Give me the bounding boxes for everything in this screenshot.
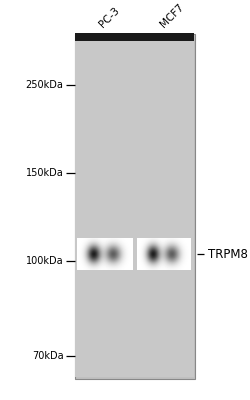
Text: TRPM8: TRPM8 <box>208 248 248 260</box>
Text: MCF7: MCF7 <box>158 2 185 30</box>
Bar <box>136 32 194 41</box>
Text: PC-3: PC-3 <box>98 6 122 30</box>
Text: 70kDa: 70kDa <box>32 351 64 361</box>
Bar <box>75 35 135 378</box>
Bar <box>74 34 195 379</box>
Text: 100kDa: 100kDa <box>26 256 64 266</box>
Bar <box>136 35 194 378</box>
Text: 250kDa: 250kDa <box>26 80 64 90</box>
Bar <box>75 32 135 41</box>
Text: 150kDa: 150kDa <box>26 168 64 178</box>
